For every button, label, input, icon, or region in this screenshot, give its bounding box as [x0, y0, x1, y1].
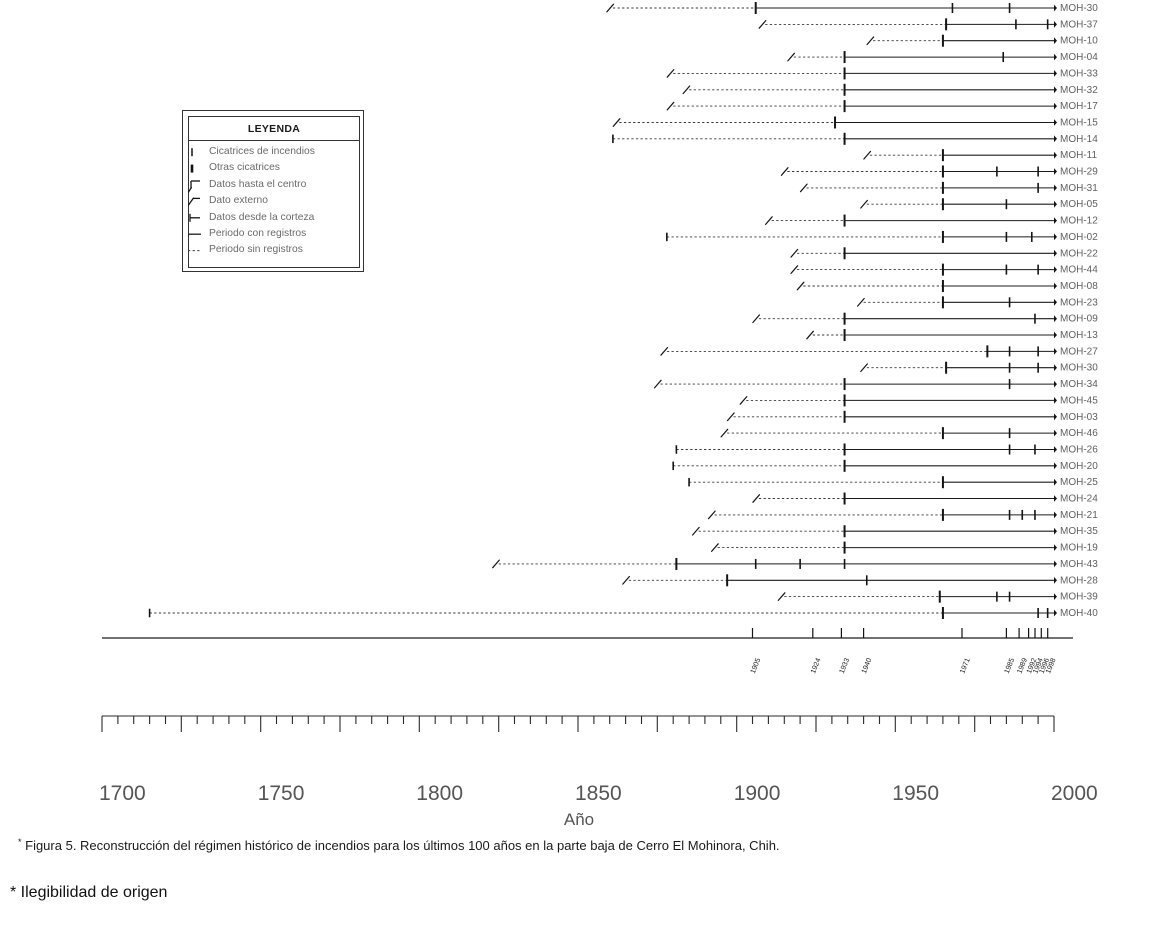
svg-text:MOH-19: MOH-19: [1060, 543, 1098, 554]
svg-text:1905: 1905: [748, 657, 762, 675]
svg-text:MOH-26: MOH-26: [1060, 445, 1098, 456]
svg-text:MOH-17: MOH-17: [1060, 101, 1098, 112]
svg-text:MOH-43: MOH-43: [1060, 559, 1098, 570]
svg-text:MOH-15: MOH-15: [1060, 118, 1098, 129]
svg-text:MOH-05: MOH-05: [1060, 199, 1098, 210]
svg-text:1900: 1900: [734, 782, 781, 805]
svg-text:MOH-14: MOH-14: [1060, 134, 1098, 145]
svg-text:MOH-09: MOH-09: [1060, 314, 1098, 325]
svg-text:1750: 1750: [258, 782, 305, 805]
svg-text:MOH-21: MOH-21: [1060, 510, 1098, 521]
svg-text:MOH-13: MOH-13: [1060, 330, 1098, 341]
svg-text:MOH-03: MOH-03: [1060, 412, 1098, 423]
svg-text:MOH-29: MOH-29: [1060, 167, 1098, 178]
svg-text:MOH-27: MOH-27: [1060, 346, 1098, 357]
svg-text:MOH-12: MOH-12: [1060, 216, 1098, 227]
svg-text:MOH-35: MOH-35: [1060, 526, 1098, 537]
svg-text:1940: 1940: [859, 657, 873, 675]
svg-text:1700: 1700: [99, 782, 146, 805]
svg-text:MOH-44: MOH-44: [1060, 265, 1098, 276]
svg-text:1950: 1950: [892, 782, 939, 805]
svg-text:MOH-22: MOH-22: [1060, 248, 1098, 259]
svg-text:MOH-20: MOH-20: [1060, 461, 1098, 472]
svg-text:MOH-04: MOH-04: [1060, 52, 1098, 63]
svg-text:MOH-02: MOH-02: [1060, 232, 1098, 243]
svg-text:MOH-23: MOH-23: [1060, 297, 1098, 308]
svg-text:2000: 2000: [1051, 782, 1098, 805]
svg-text:MOH-32: MOH-32: [1060, 85, 1098, 96]
svg-text:1971: 1971: [958, 657, 972, 675]
svg-text:MOH-45: MOH-45: [1060, 395, 1098, 406]
svg-text:MOH-46: MOH-46: [1060, 428, 1098, 439]
svg-text:1924: 1924: [808, 657, 822, 675]
svg-text:MOH-33: MOH-33: [1060, 68, 1098, 79]
svg-text:1800: 1800: [416, 782, 463, 805]
svg-text:MOH-25: MOH-25: [1060, 477, 1098, 488]
svg-text:MOH-30: MOH-30: [1060, 363, 1098, 374]
svg-text:MOH-10: MOH-10: [1060, 36, 1098, 47]
svg-text:MOH-40: MOH-40: [1060, 608, 1098, 619]
svg-text:MOH-08: MOH-08: [1060, 281, 1098, 292]
svg-text:MOH-11: MOH-11: [1060, 150, 1097, 161]
svg-text:MOH-24: MOH-24: [1060, 494, 1098, 505]
svg-text:MOH-34: MOH-34: [1060, 379, 1098, 390]
svg-text:1850: 1850: [575, 782, 622, 805]
svg-text:MOH-28: MOH-28: [1060, 575, 1098, 586]
svg-text:1933: 1933: [837, 657, 851, 675]
svg-text:MOH-30: MOH-30: [1060, 3, 1098, 14]
svg-text:MOH-39: MOH-39: [1060, 592, 1098, 603]
svg-text:Año: Año: [564, 810, 594, 829]
svg-text:MOH-31: MOH-31: [1060, 183, 1098, 194]
svg-text:MOH-37: MOH-37: [1060, 19, 1098, 30]
